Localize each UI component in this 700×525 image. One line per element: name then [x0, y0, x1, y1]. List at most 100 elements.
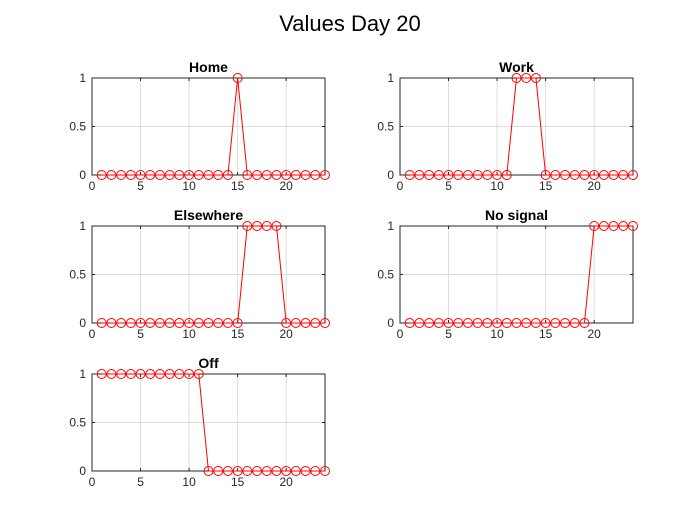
subplot-work: 0 5 10 15 20 0 0.5 1 Work	[377, 59, 638, 193]
data-point	[521, 318, 532, 328]
data-point	[540, 318, 551, 328]
data-point	[281, 466, 292, 476]
data-point	[424, 318, 435, 328]
y-tick-label: 1	[79, 219, 86, 233]
x-tick-label: 20	[279, 179, 293, 193]
data-point	[174, 318, 185, 328]
data-point	[106, 170, 117, 180]
data-point	[320, 466, 330, 476]
data-point	[145, 170, 156, 180]
data-point	[242, 170, 253, 180]
data-point	[618, 221, 629, 231]
y-tick-label: 1	[79, 71, 86, 85]
x-tick-label: 20	[279, 327, 293, 341]
x-tick-label: 10	[182, 327, 196, 341]
data-point	[116, 318, 127, 328]
data-point	[271, 466, 282, 476]
x-tick-label: 20	[587, 327, 601, 341]
data-point	[598, 221, 609, 231]
data-point	[404, 318, 415, 328]
data-point	[261, 221, 272, 231]
data-point	[106, 318, 117, 328]
data-point	[290, 170, 301, 180]
subplot-title: Off	[198, 355, 219, 371]
x-tick-label: 10	[182, 179, 196, 193]
x-tick-label: 0	[89, 179, 96, 193]
data-point	[579, 170, 590, 180]
subplot-elsewhere: 0 5 10 15 20 0 0.5 1 Elsewhere	[69, 207, 330, 341]
data-point	[203, 170, 214, 180]
data-point	[154, 170, 165, 180]
data-point	[242, 466, 253, 476]
data-point	[222, 466, 233, 476]
data-point	[164, 170, 175, 180]
data-point	[242, 221, 253, 231]
data-point	[589, 170, 600, 180]
data-point	[116, 369, 127, 379]
data-point	[271, 221, 282, 231]
data-point	[462, 318, 473, 328]
y-tick-label: 0	[79, 464, 86, 478]
y-tick-label: 0.5	[69, 268, 86, 282]
data-point	[96, 369, 107, 379]
figure-title: Values Day 20	[279, 11, 420, 36]
x-tick-label: 5	[137, 475, 144, 489]
data-point	[443, 318, 454, 328]
data-point	[203, 318, 214, 328]
data-point	[560, 318, 571, 328]
data-point	[106, 369, 117, 379]
data-point	[300, 466, 311, 476]
data-point	[589, 221, 600, 231]
y-tick-label: 0.5	[69, 416, 86, 430]
data-point	[213, 318, 224, 328]
data-point	[96, 170, 107, 180]
x-tick-label: 20	[587, 179, 601, 193]
data-point	[164, 318, 175, 328]
data-point	[135, 170, 146, 180]
data-point	[310, 170, 321, 180]
x-tick-label: 15	[539, 179, 553, 193]
data-point	[281, 170, 292, 180]
x-tick-label: 10	[182, 475, 196, 489]
data-point	[145, 369, 156, 379]
data-point	[443, 170, 454, 180]
x-tick-label: 0	[89, 327, 96, 341]
y-tick-label: 0.5	[69, 120, 86, 134]
data-point	[472, 170, 483, 180]
data-point	[135, 318, 146, 328]
data-point	[462, 170, 473, 180]
x-tick-label: 5	[137, 179, 144, 193]
x-tick-label: 15	[231, 475, 245, 489]
data-point	[492, 318, 503, 328]
data-point	[511, 318, 522, 328]
data-point	[193, 318, 204, 328]
data-point	[618, 170, 629, 180]
data-point	[521, 73, 532, 83]
data-point	[414, 170, 425, 180]
data-point	[135, 369, 146, 379]
data-point	[164, 369, 175, 379]
data-point	[598, 170, 609, 180]
data-point	[424, 170, 435, 180]
data-point	[530, 318, 541, 328]
data-point	[232, 466, 243, 476]
y-tick-label: 0.5	[377, 120, 394, 134]
subplot-home: 0 5 10 15 20 0 0.5 1 Home	[69, 59, 330, 193]
data-point	[125, 369, 136, 379]
data-point	[569, 318, 580, 328]
x-tick-label: 0	[397, 179, 404, 193]
x-tick-label: 20	[279, 475, 293, 489]
data-point	[290, 466, 301, 476]
y-tick-label: 0	[387, 168, 394, 182]
data-point	[213, 466, 224, 476]
data-point	[608, 170, 619, 180]
data-point	[184, 318, 195, 328]
subplot-title: No signal	[485, 207, 548, 223]
data-point	[300, 170, 311, 180]
y-tick-label: 0	[79, 316, 86, 330]
data-point	[193, 369, 204, 379]
data-point	[174, 170, 185, 180]
data-point	[320, 170, 330, 180]
subplot-title: Work	[499, 59, 534, 75]
